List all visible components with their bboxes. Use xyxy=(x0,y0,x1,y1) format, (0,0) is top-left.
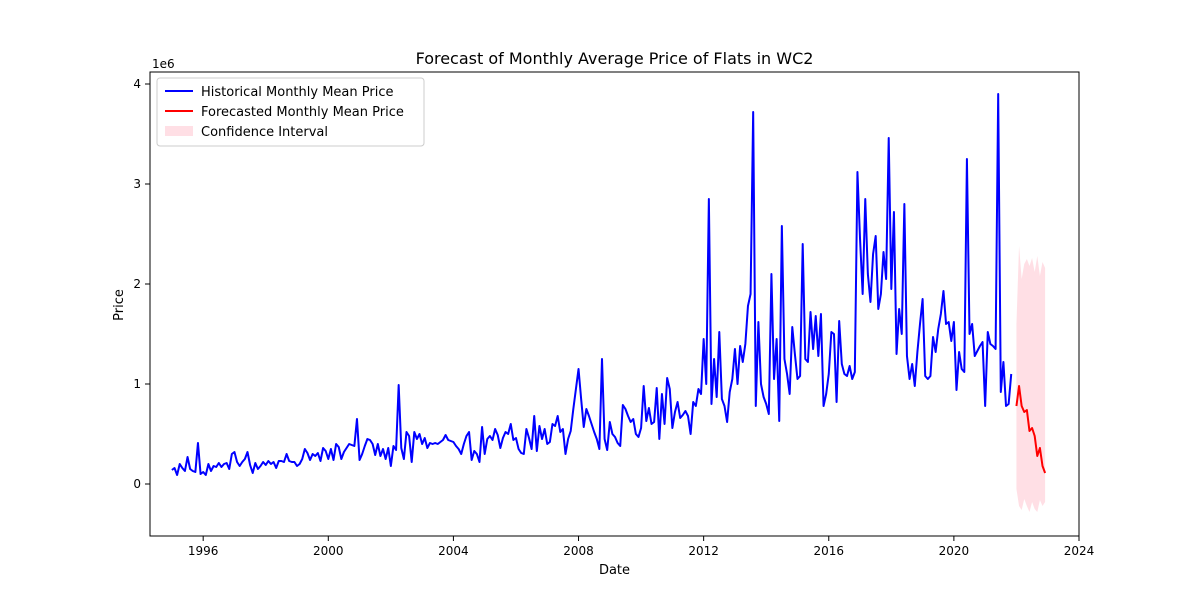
x-tick-label: 2000 xyxy=(313,544,344,558)
legend-historical-label: Historical Monthly Mean Price xyxy=(201,85,393,100)
x-tick-label: 2024 xyxy=(1064,544,1095,558)
legend: Historical Monthly Mean Price Forecasted… xyxy=(156,77,425,147)
chart-title: Forecast of Monthly Average Price of Fla… xyxy=(416,49,814,68)
legend-forecast-label: Forecasted Monthly Mean Price xyxy=(201,105,404,120)
legend-ci-label: Confidence Interval xyxy=(201,125,328,140)
y-tick-label: 1 xyxy=(133,377,141,391)
y-tick-label: 4 xyxy=(133,77,141,91)
forecast-price-line xyxy=(1015,385,1047,474)
y-tick-label: 2 xyxy=(133,277,141,291)
x-tick-label: 2004 xyxy=(438,544,469,558)
historical-price-line xyxy=(171,93,1013,476)
x-tick-label: 1996 xyxy=(188,544,219,558)
confidence-interval-layer xyxy=(1016,246,1046,512)
x-axis-label: Date xyxy=(599,563,630,578)
x-tick-label: 2016 xyxy=(813,544,844,558)
x-tick-label: 2020 xyxy=(939,544,970,558)
y-scale-label: 1e6 xyxy=(152,57,175,71)
x-tick-label: 2012 xyxy=(688,544,719,558)
legend-frame xyxy=(156,77,425,147)
legend-ci-swatch xyxy=(165,126,193,136)
axes-layer: 1996 2000 2004 2008 2012 2016 2020 2024 0 1 2 3 4 xyxy=(133,71,1095,558)
confidence-interval-band xyxy=(1016,246,1046,512)
x-tick-label: 2008 xyxy=(563,544,594,558)
series-lines-layer xyxy=(171,93,1047,476)
y-tick-label: 3 xyxy=(133,177,141,191)
plot-frame xyxy=(149,71,1080,537)
y-axis-label: Price xyxy=(112,289,127,321)
y-tick-label: 0 xyxy=(133,477,141,491)
